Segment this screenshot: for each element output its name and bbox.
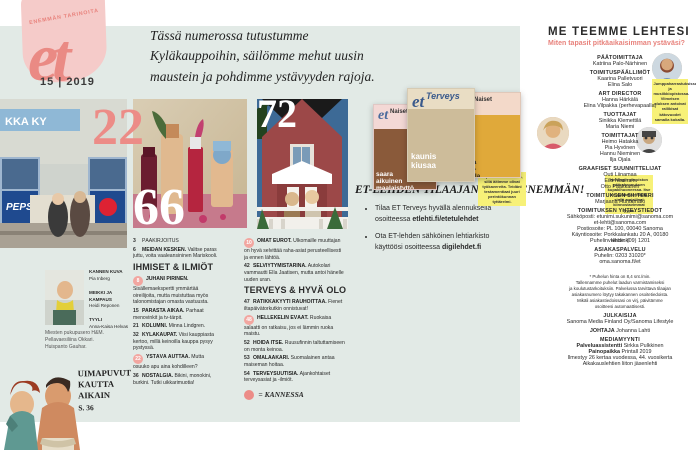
svg-text:KKA KY: KKA KY [5,116,47,128]
